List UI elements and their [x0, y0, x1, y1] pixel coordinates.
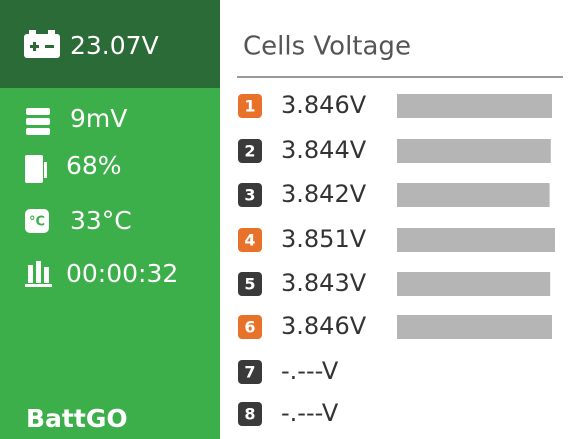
stat-value: 33°C [70, 206, 132, 235]
cell-number: 8 [244, 405, 255, 424]
cell-number: 1 [244, 97, 255, 116]
cell-number: 7 [244, 363, 255, 382]
pack-voltage: 23.07V [70, 31, 159, 60]
stat-value: 00:00:32 [66, 259, 178, 288]
cell-voltage: 3.846V [281, 91, 367, 119]
battery-icon [24, 30, 60, 58]
brand: BattGO [26, 404, 128, 433]
fuel-icon [25, 155, 47, 183]
cell-number: 6 [244, 318, 255, 337]
cell-number: 5 [244, 275, 255, 294]
cell-voltage: -.---V [281, 399, 339, 427]
cell-voltage: 3.846V [281, 312, 367, 340]
temp-icon: °C [25, 209, 49, 233]
cell-voltage: -.---V [281, 357, 339, 385]
cell-number: 3 [244, 186, 255, 205]
cell-badge [238, 402, 262, 426]
cell-voltage: 3.844V [281, 136, 367, 164]
cell-voltage: 3.842V [281, 180, 367, 208]
svg-text:°C: °C [29, 215, 45, 230]
cell-bar [397, 183, 550, 207]
cell-badge [238, 272, 262, 296]
cell-badge [238, 183, 262, 207]
timer-icon [25, 261, 52, 287]
stat-value: 9mV [70, 104, 127, 133]
cell-bar [397, 315, 552, 339]
cell-bar [397, 228, 555, 252]
balance-icon [26, 108, 50, 135]
cell-bar [397, 272, 551, 296]
cell-number: 4 [244, 231, 255, 250]
cell-number: 2 [244, 142, 255, 161]
cell-voltage: 3.843V [281, 269, 367, 297]
cell-bar [397, 94, 552, 118]
cell-badge [238, 315, 262, 339]
cell-badge [238, 139, 262, 163]
cell-voltage: 3.851V [281, 225, 367, 253]
cell-badge [238, 360, 262, 384]
cell-badge [238, 94, 262, 118]
cell-badge [238, 228, 262, 252]
stat-value: 68% [66, 151, 122, 180]
cell-bar [397, 139, 551, 163]
panel-title: Cells Voltage [243, 32, 411, 62]
